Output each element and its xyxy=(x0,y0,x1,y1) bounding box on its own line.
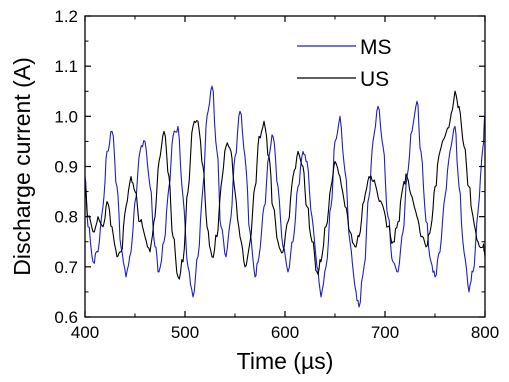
legend-label-us: US xyxy=(360,68,389,91)
y-tick-label: 1.2 xyxy=(54,7,78,26)
legend: MS US xyxy=(297,36,392,91)
legend-label-ms: MS xyxy=(360,36,392,59)
series-line-us xyxy=(84,90,486,280)
axis-tick-labels: 400 500 600 700 800 0.6 0.7 0.8 0.9 1.0 1.1 1.2 xyxy=(54,7,499,342)
x-axis-title: Time (µs) xyxy=(237,348,334,374)
plot-frame xyxy=(84,15,486,318)
y-tick-label: 0.9 xyxy=(54,158,78,177)
axis-ticks xyxy=(84,15,486,318)
y-tick-label: 1.0 xyxy=(54,107,78,126)
series-layer xyxy=(84,85,486,308)
x-tick-label: 800 xyxy=(471,323,499,342)
x-tick-label: 400 xyxy=(71,323,99,342)
y-axis-title: Discharge current (A) xyxy=(9,57,35,276)
x-tick-label: 500 xyxy=(171,323,199,342)
y-tick-label: 1.1 xyxy=(54,57,78,76)
y-tick-label: 0.8 xyxy=(54,208,78,227)
y-tick-label: 0.6 xyxy=(54,308,78,327)
y-tick-label: 0.7 xyxy=(54,258,78,277)
series-line-ms xyxy=(84,85,486,308)
x-tick-label: 700 xyxy=(371,323,399,342)
x-tick-label: 600 xyxy=(271,323,299,342)
